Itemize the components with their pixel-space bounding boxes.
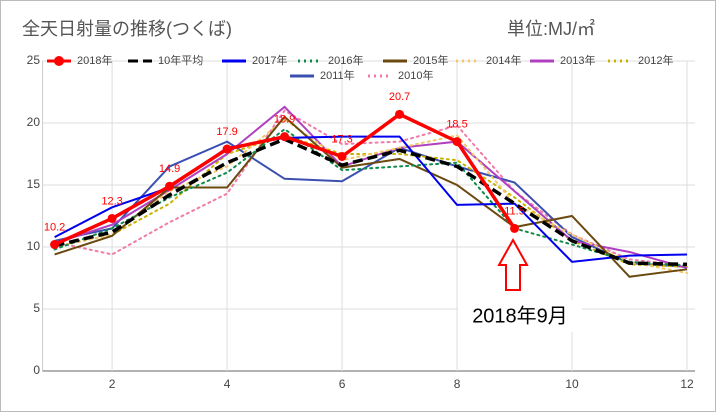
chart-title: 全天日射量の推移(つくば) [22,19,232,39]
x-tick-label: 6 [339,377,346,391]
data-point [510,223,520,233]
series-line [54,140,688,268]
legend-label: 2017年 [252,53,287,67]
data-point [337,151,347,161]
legend-label: 2011年 [320,68,355,82]
data-point [222,144,232,154]
data-label: 12.3 [101,195,122,207]
data-label: 11.5 [504,205,525,217]
annotation-arrow [497,237,529,291]
annotation-box [458,300,582,332]
unit-label: 単位:MJ/㎡ [507,18,595,39]
series-line [54,115,688,278]
legend-label: 2010年 [398,68,433,82]
y-tick-label: 15 [27,177,41,191]
data-label: 20.7 [389,91,410,103]
data-label: 18.9 [274,114,295,126]
y-tick-label: 10 [27,239,41,253]
x-tick-label: 2 [109,377,116,391]
series-line [54,137,688,267]
legend-marker [54,56,64,66]
data-label: 17.3 [331,133,352,145]
legend-label: 2013年 [560,53,595,67]
legend: 2018年 10年平均 2017年 2016年 2015年 2014年 2013年 2012年… [47,53,673,82]
y-tick-label: 0 [33,363,40,377]
data-point [395,109,405,119]
y-tick-label: 25 [27,53,41,67]
annotation: 2018年9月 [472,304,568,327]
x-tick-label: 10 [565,377,579,391]
legend-label: 10年平均 [158,53,203,67]
data-label: 14.9 [159,163,180,175]
lines: 10.2 12.3 14.9 17.9 18.9 17.3 20.7 18.5 11.5 [44,91,688,278]
x-tick-label: 8 [454,377,461,391]
legend-label: 2018年 [77,53,112,67]
data-point [165,181,175,191]
x-tick-label: 12 [680,377,694,391]
legend-label: 2014年 [486,53,521,67]
legend-label: 2015年 [413,53,448,67]
data-point [280,132,290,142]
series-line [53,118,688,275]
legend-label: 2012年 [638,53,673,67]
x-tick-label: 4 [224,377,231,391]
series-line [53,127,688,267]
data-point [452,137,462,147]
data-point [107,213,117,223]
data-label: 17.9 [216,126,237,138]
legend-label: 2016年 [328,53,363,67]
y-tick-label: 20 [27,115,41,129]
data-label: 18.5 [446,119,467,131]
y-tick-label: 5 [33,301,40,315]
data-point [50,240,60,250]
data-label: 10.2 [44,221,65,233]
